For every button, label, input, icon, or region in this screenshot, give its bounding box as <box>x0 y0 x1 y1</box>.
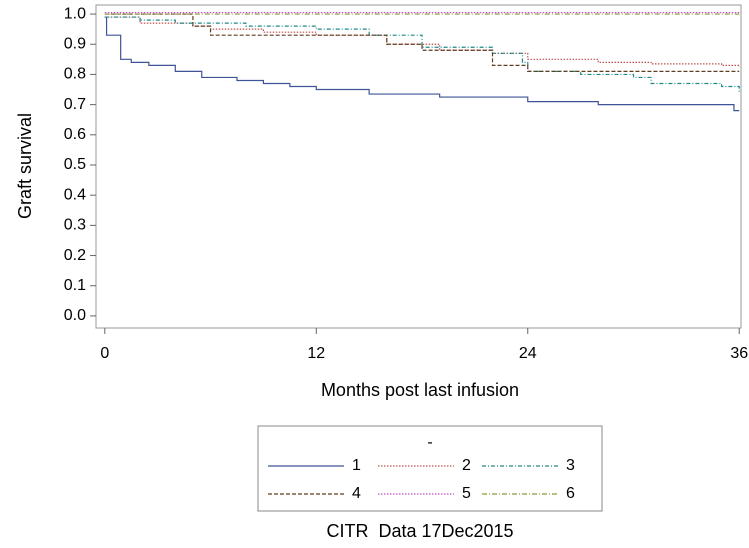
legend-label: 2 <box>462 457 471 474</box>
y-tick-label: 0.7 <box>64 96 86 113</box>
y-tick-label: 0.4 <box>64 186 86 203</box>
y-tick-label: 1.0 <box>64 5 86 22</box>
legend-label: 6 <box>566 485 575 502</box>
y-tick-label: 0.9 <box>64 35 86 52</box>
x-axis-label: Months post last infusion <box>321 380 519 400</box>
series-line <box>104 16 740 93</box>
x-tick-label: 12 <box>307 345 325 362</box>
x-tick-label: 36 <box>730 345 748 362</box>
y-tick-label: 0.5 <box>64 156 86 173</box>
y-tick-label: 0.0 <box>64 307 86 324</box>
legend-label: 5 <box>462 485 471 502</box>
series-line <box>104 16 740 112</box>
y-tick-label: 0.3 <box>64 217 86 234</box>
y-axis-label: Graft survival <box>15 113 35 219</box>
legend-box <box>257 425 603 512</box>
series-line <box>104 13 740 73</box>
x-tick-label: 24 <box>519 345 537 362</box>
legend-label: 4 <box>352 485 361 502</box>
plot-frame <box>95 4 742 329</box>
legend-title: - <box>427 434 432 451</box>
series-line <box>104 16 740 67</box>
legend-label: 1 <box>352 457 361 474</box>
legend-label: 3 <box>566 457 575 474</box>
y-tick-label: 0.6 <box>64 126 86 143</box>
y-tick-label: 0.8 <box>64 66 86 83</box>
x-tick-label: 0 <box>100 345 109 362</box>
footnote: CITR Data 17Dec2015 <box>326 521 513 541</box>
y-tick-label: 0.1 <box>64 277 86 294</box>
y-tick-label: 0.2 <box>64 247 86 264</box>
